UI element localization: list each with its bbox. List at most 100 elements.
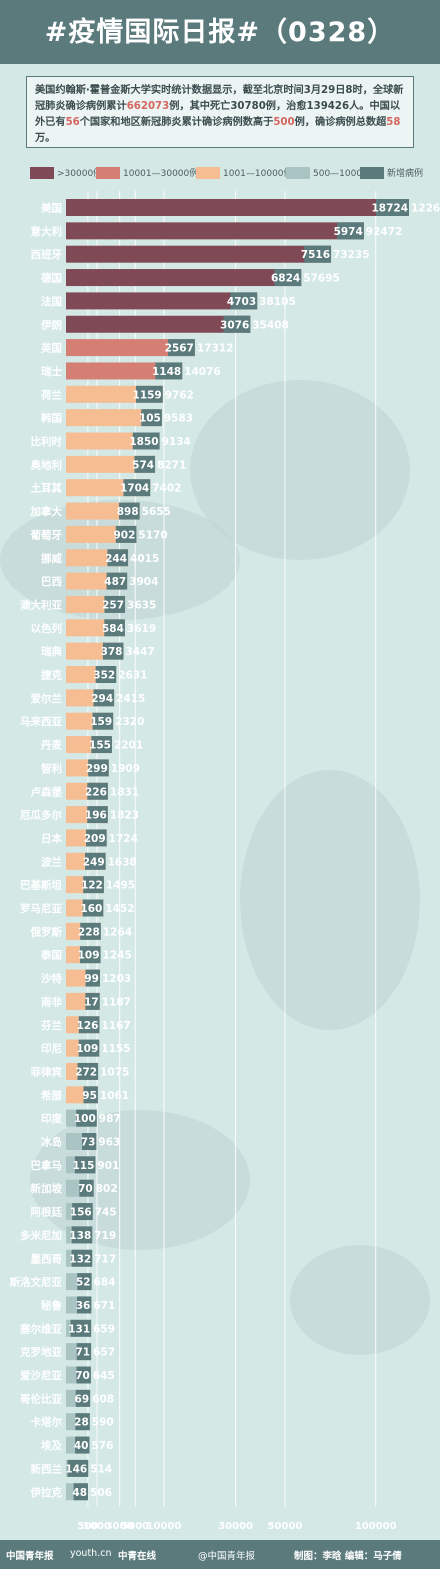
bar: [66, 292, 258, 310]
category-label: 泰国: [40, 949, 62, 962]
legend-swatch: [96, 166, 120, 179]
category-label: 马来西亚: [20, 715, 62, 728]
category-label: 瑞士: [41, 365, 62, 378]
category-label: 印度: [41, 1112, 62, 1125]
new-cases-bar: [83, 876, 104, 894]
category-label: 日本: [41, 832, 62, 845]
new-cases-label: 28: [74, 1417, 89, 1429]
new-cases-label: 156: [70, 1207, 92, 1219]
value-label: 1452: [105, 903, 134, 915]
new-cases-label: 584: [102, 623, 124, 635]
new-cases-bar: [72, 1203, 93, 1221]
new-cases-bar: [274, 269, 302, 287]
page-title: #疫情国际日报#（0328）: [44, 17, 396, 48]
value-label: 92472: [366, 226, 403, 238]
footer-logo-zqb: 中国青年报: [6, 1551, 54, 1562]
value-label: 1061: [100, 1090, 129, 1102]
category-label: 新西兰: [31, 1462, 63, 1475]
new-cases-bar: [76, 1343, 92, 1361]
category-label: 爱沙尼亚: [20, 1369, 62, 1382]
category-label: 秘鲁: [41, 1299, 62, 1312]
new-cases-label: 52: [76, 1277, 91, 1289]
new-cases-bar: [76, 1109, 97, 1127]
category-label: 卡塔尔: [31, 1416, 63, 1429]
footer-logo-youth: youth.cn: [70, 1548, 112, 1559]
new-cases-bar: [91, 736, 112, 754]
value-label: 514: [90, 1463, 112, 1475]
value-label: 3904: [129, 576, 158, 588]
summary-text-5: 万。: [35, 133, 56, 144]
legend-item-1001-10000: 1001—10000例: [196, 166, 293, 180]
category-label: 德国: [40, 272, 62, 285]
summary-countries: 56: [65, 117, 80, 128]
value-label: 2320: [115, 716, 144, 728]
category-label: 巴基斯坦: [20, 879, 62, 892]
value-label: 745: [95, 1207, 117, 1219]
new-cases-bar: [376, 199, 409, 216]
new-cases-bar: [115, 525, 137, 543]
value-label: 3447: [125, 646, 154, 658]
new-cases-label: 48: [72, 1487, 87, 1499]
category-label: 智利: [40, 762, 62, 775]
footer-logo-zqzx: 中青在线: [118, 1551, 157, 1562]
value-label: 645: [93, 1370, 115, 1382]
category-label: 澳大利亚: [20, 598, 62, 611]
value-label: 35408: [252, 319, 289, 331]
new-cases-bar: [79, 1179, 94, 1197]
new-cases-label: 95: [82, 1090, 97, 1102]
new-cases-bar: [230, 292, 258, 310]
footer-weibo: @中国青年报: [198, 1551, 256, 1562]
new-cases-bar: [75, 1389, 91, 1407]
new-cases-label: 249: [83, 856, 105, 868]
category-label: 加拿大: [30, 505, 63, 518]
new-cases-bar: [95, 666, 117, 683]
new-cases-bar: [134, 455, 156, 473]
new-cases-label: 1148: [152, 366, 181, 378]
new-cases-label: 70: [75, 1370, 90, 1382]
new-cases-bar: [223, 315, 251, 333]
category-label: 厄瓜多尔: [20, 809, 62, 822]
new-cases-label: 138: [69, 1230, 91, 1242]
new-cases-bar: [168, 339, 195, 357]
value-label: 8271: [157, 459, 186, 471]
bar: [66, 409, 162, 427]
new-cases-bar: [81, 1133, 97, 1150]
value-label: 38105: [259, 296, 296, 308]
new-cases-label: 109: [76, 1043, 98, 1055]
new-cases-label: 2567: [165, 343, 194, 355]
new-cases-label: 487: [104, 576, 126, 588]
new-cases-bar: [71, 1249, 93, 1267]
value-label: 73235: [333, 249, 370, 261]
bar: [66, 455, 156, 473]
category-label: 丹麦: [41, 739, 62, 752]
category-label: 比利时: [31, 435, 63, 448]
value-label: 7402: [152, 483, 181, 495]
value-label: 1823: [110, 810, 139, 822]
value-label: 671: [93, 1300, 115, 1312]
new-cases-bar: [102, 642, 124, 660]
new-cases-bar: [132, 432, 160, 450]
value-label: 1495: [106, 880, 135, 892]
new-cases-label: 122: [81, 880, 103, 892]
new-cases-label: 898: [117, 506, 139, 518]
new-cases-bar: [88, 759, 109, 777]
category-label: 爱尔兰: [31, 692, 63, 705]
tick-label: 3000: [106, 1521, 134, 1532]
new-cases-label: 36: [76, 1300, 91, 1312]
summary-text-3: 个国家和地区新冠肺炎累计确诊病例数高于: [79, 117, 274, 128]
category-label: 土耳其: [31, 482, 63, 495]
new-cases-label: 1850: [129, 436, 158, 448]
new-cases-label: 574: [132, 459, 154, 471]
new-cases-label: 378: [101, 646, 123, 658]
new-cases-label: 272: [75, 1066, 97, 1078]
footer: 中国青年报 youth.cn 中青在线 @中国青年报 制图：李晗 编辑：马子倩: [0, 1540, 440, 1569]
category-label: 沙特: [41, 972, 62, 985]
new-cases-label: 3076: [220, 319, 249, 331]
value-label: 608: [92, 1393, 114, 1405]
value-label: 4015: [130, 553, 159, 565]
new-cases-label: 209: [84, 833, 106, 845]
new-cases-bar: [93, 689, 115, 707]
value-label: 1264: [103, 926, 132, 938]
new-cases-bar: [77, 1062, 99, 1080]
